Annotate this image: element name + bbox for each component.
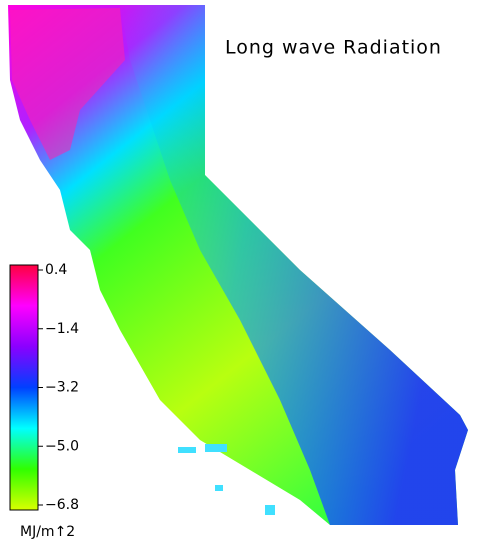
island [205, 444, 227, 452]
state-shape-east [120, 5, 468, 525]
colorbar-tick-label: −6.8 [45, 497, 79, 513]
map-title: Long wave Radiation [225, 37, 442, 59]
colorbar: MJ/m↑2 0.4 −1.4 −3.2 −5.0 −6.8 [9, 262, 79, 540]
colorbar-unit: MJ/m↑2 [20, 524, 75, 540]
colorbar-tick-label: −3.2 [45, 380, 79, 396]
california-map [8, 5, 468, 525]
island [265, 505, 275, 515]
island [215, 485, 223, 491]
colorbar-tick-label: 0.4 [45, 262, 67, 278]
island [178, 447, 196, 453]
colorbar-tick-label: −5.0 [45, 438, 79, 454]
colorbar-ramp [9, 264, 39, 511]
northwest-coast [10, 8, 125, 160]
colorbar-tick-label: −1.4 [45, 321, 79, 337]
